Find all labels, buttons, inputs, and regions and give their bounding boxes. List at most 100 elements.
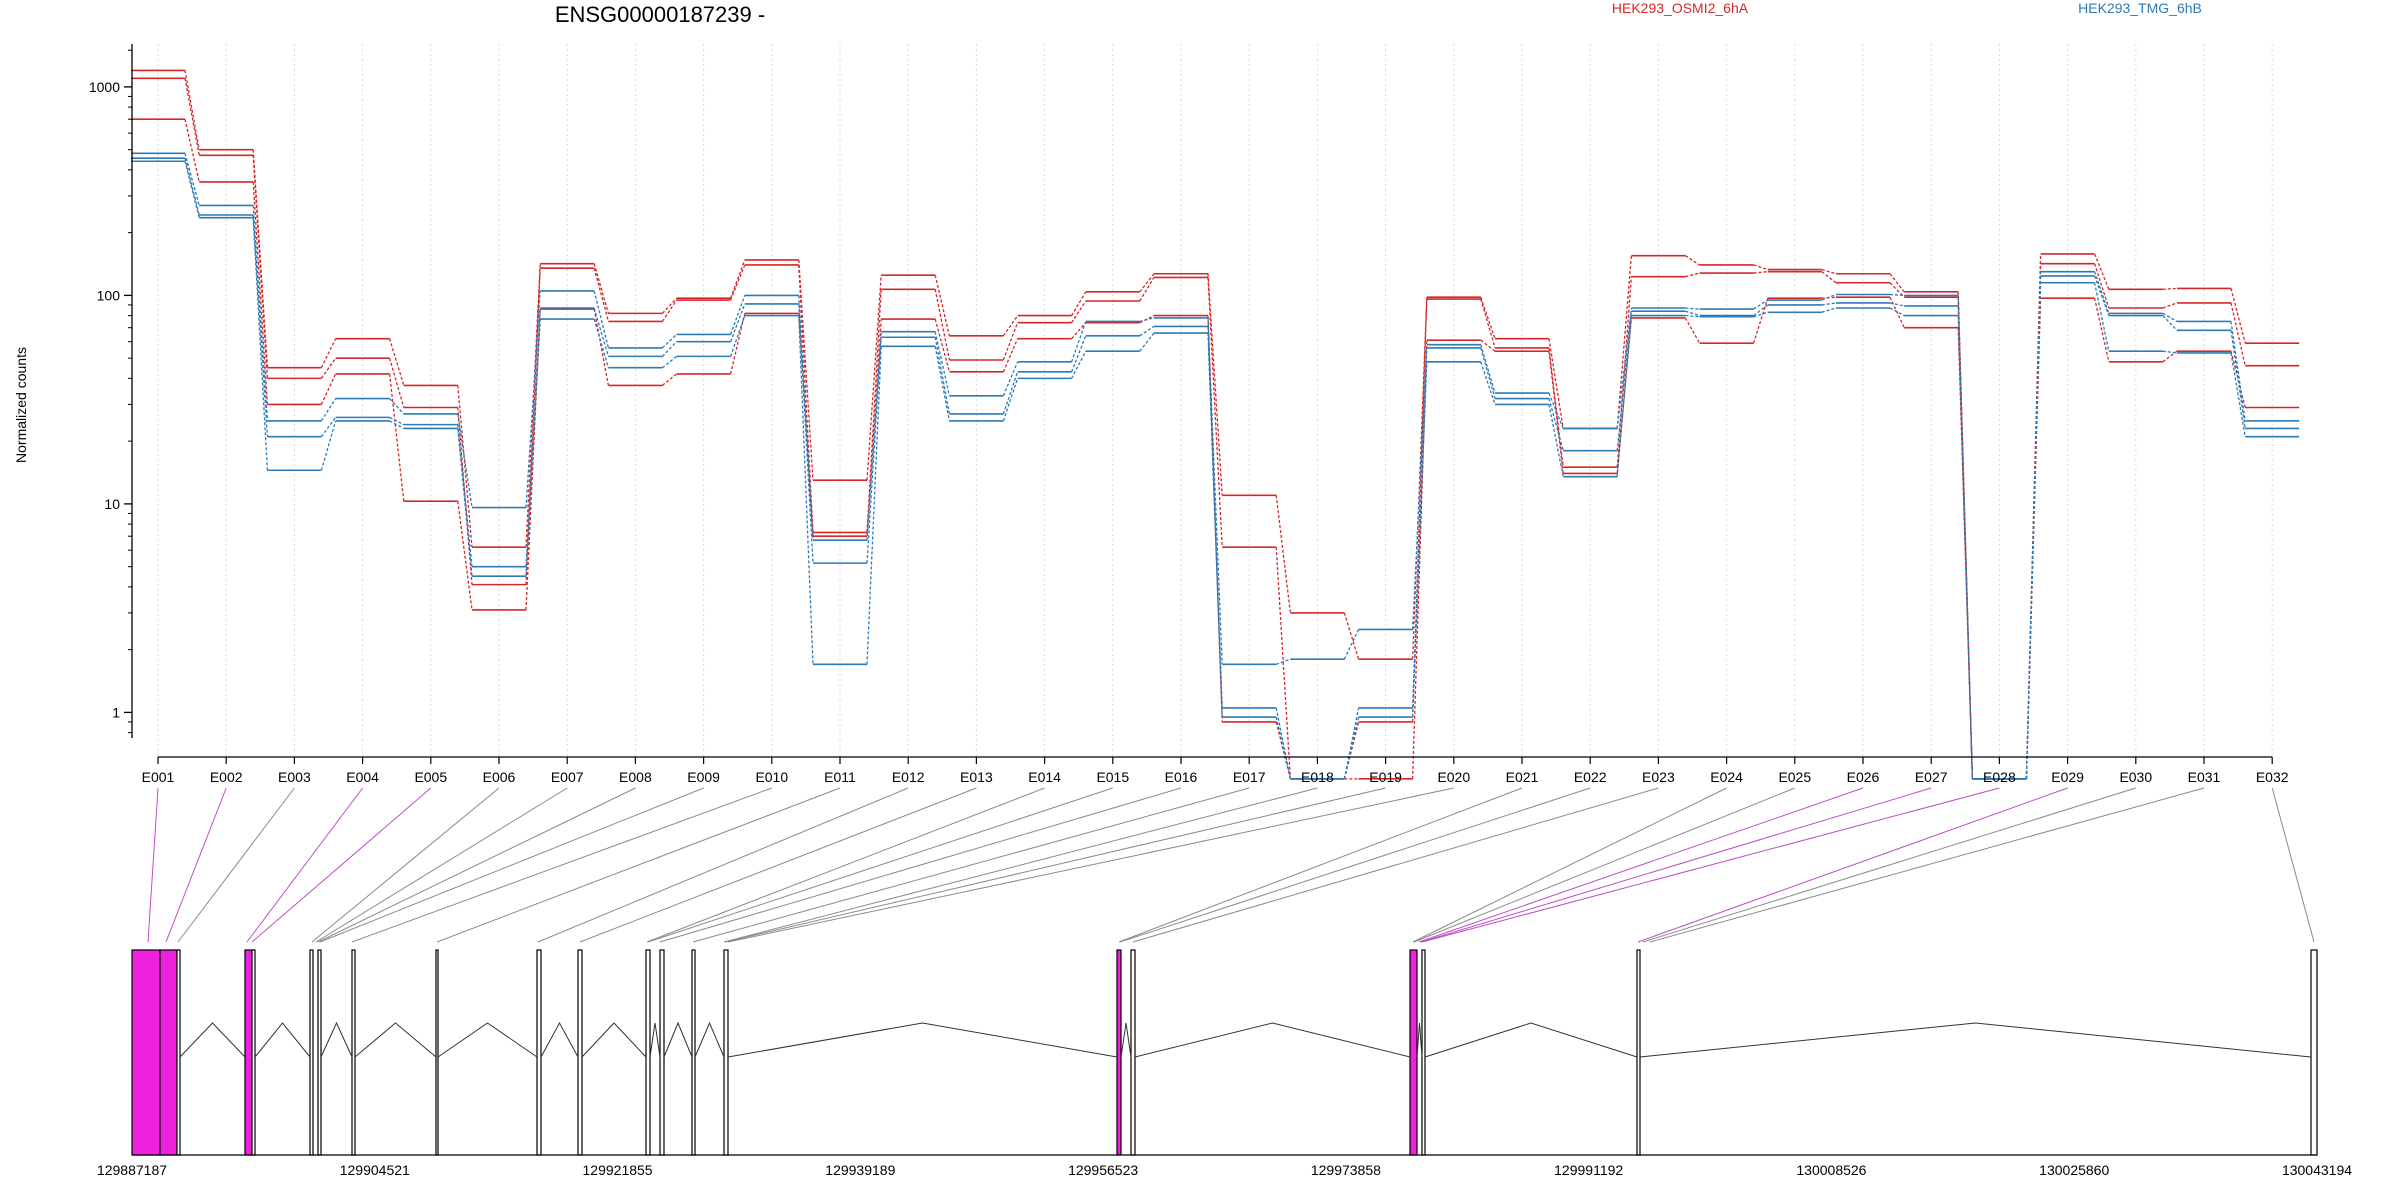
exon-box (645, 949, 651, 1156)
coordinate-label: 130043194 (2282, 1162, 2352, 1178)
series-connector (1684, 317, 1701, 344)
exon-box-highlighted (159, 949, 178, 1156)
exon-label: E019 (1369, 769, 1402, 785)
intron-line (254, 1022, 311, 1058)
series-connector (1752, 297, 1769, 344)
series-connector (1616, 315, 1633, 477)
series-connector (2093, 253, 2110, 290)
series-connector (1139, 273, 1155, 293)
exon-label: E029 (2051, 769, 2084, 785)
series-connector (320, 416, 337, 438)
series-connector (525, 268, 541, 585)
x-axis: E001 E002 E003 E004 E005 E006 E007 E008 E009 E010… (142, 756, 2289, 785)
coordinate-label: 129939189 (825, 1162, 895, 1178)
exon-label: E016 (1165, 769, 1198, 785)
intron-line (663, 1021, 693, 1058)
series-connector (1343, 612, 1360, 660)
exon-box-highlighted (1409, 949, 1418, 1156)
series-connector (1548, 338, 1564, 429)
exon-box (351, 949, 356, 1156)
legend-label-tmg: HEK293_TMG_6hB (2078, 0, 2202, 16)
exon-connector-line (1413, 787, 1795, 943)
series-connector (2162, 350, 2178, 363)
series-connector (1480, 361, 1496, 405)
series-connector (661, 355, 678, 369)
series-connector (2230, 288, 2246, 344)
series-connector (934, 331, 951, 396)
exon-box (176, 949, 181, 1156)
series-connector (729, 295, 746, 335)
series-connector (1685, 314, 1700, 318)
exon-label: E032 (2256, 769, 2289, 785)
series-connector (2025, 282, 2042, 779)
series-connector (593, 268, 610, 322)
exon-connector-line (1649, 787, 2205, 943)
series-connector (1480, 344, 1496, 394)
series-connector (1071, 300, 1087, 324)
series-connector (1207, 317, 1223, 665)
exon-connector-line (317, 787, 636, 943)
exon-connector-line (1412, 787, 1727, 943)
exon-label: E014 (1028, 769, 1061, 785)
series-connector (320, 338, 337, 368)
exon-box (659, 949, 665, 1156)
series-connector (661, 341, 678, 357)
exon-box-highlighted (131, 949, 161, 1156)
exon-connector-line (315, 787, 568, 943)
series-connector (389, 398, 405, 415)
exon-label: E025 (1778, 769, 1811, 785)
series-connector (1139, 277, 1155, 302)
exon-box (536, 949, 542, 1156)
exon-box (577, 949, 583, 1156)
exon-connector-line (1418, 787, 1864, 943)
series-connector (934, 346, 951, 422)
series-connector (866, 337, 882, 564)
series-connector (1548, 398, 1564, 451)
exon-connector-line (727, 787, 1454, 943)
intron-line (694, 1021, 725, 1058)
exon-label: E021 (1506, 769, 1539, 785)
series-connector (252, 217, 269, 471)
intron-line (540, 1021, 579, 1058)
series-connector (1002, 361, 1019, 397)
chart-title: ENSG00000187239 - (555, 2, 765, 27)
series-connector (1480, 347, 1496, 399)
coordinate-label: 129887187 (97, 1162, 167, 1178)
series-connector (866, 289, 882, 533)
series-connector (1139, 325, 1155, 337)
series-connector (1275, 658, 1291, 665)
series-connector (2093, 282, 2110, 352)
series-connector (729, 264, 746, 301)
series-connector (593, 318, 610, 368)
series-connector (2093, 263, 2110, 309)
y-tick-label: 100 (97, 287, 121, 303)
series-connector (1753, 311, 1768, 318)
series-connector (320, 420, 337, 471)
series-connector (729, 303, 746, 342)
series-connector (1207, 333, 1223, 718)
exon-label: E024 (1710, 769, 1743, 785)
series-connector (1275, 495, 1292, 613)
series-connector (1821, 268, 1837, 275)
series-connector (1889, 296, 1905, 328)
series-connector (184, 158, 200, 216)
coordinate-label: 129991192 (1554, 1162, 1623, 1178)
series-connector (1480, 339, 1496, 352)
intron-line (1639, 1022, 2312, 1058)
series-connector (184, 119, 200, 183)
series-connector (1753, 304, 1769, 317)
y-axis: 1 10 100 1000 (89, 44, 133, 738)
series-connector (1139, 317, 1155, 323)
series-connector (457, 413, 473, 508)
intron-line (354, 1022, 437, 1058)
series-connector (798, 259, 814, 481)
exon-label: E027 (1915, 769, 1948, 785)
exon-connector-line (1132, 787, 1659, 943)
exon-connector-line (1421, 787, 2000, 943)
coordinate-label: 129956523 (1068, 1162, 1138, 1178)
exon-box (1636, 949, 1641, 1156)
exon-label: E012 (892, 769, 925, 785)
legend-label-osmi: HEK293_OSMI2_6hA (1612, 0, 1749, 16)
series-connector (661, 373, 678, 386)
exon-connector-line (647, 787, 1113, 943)
